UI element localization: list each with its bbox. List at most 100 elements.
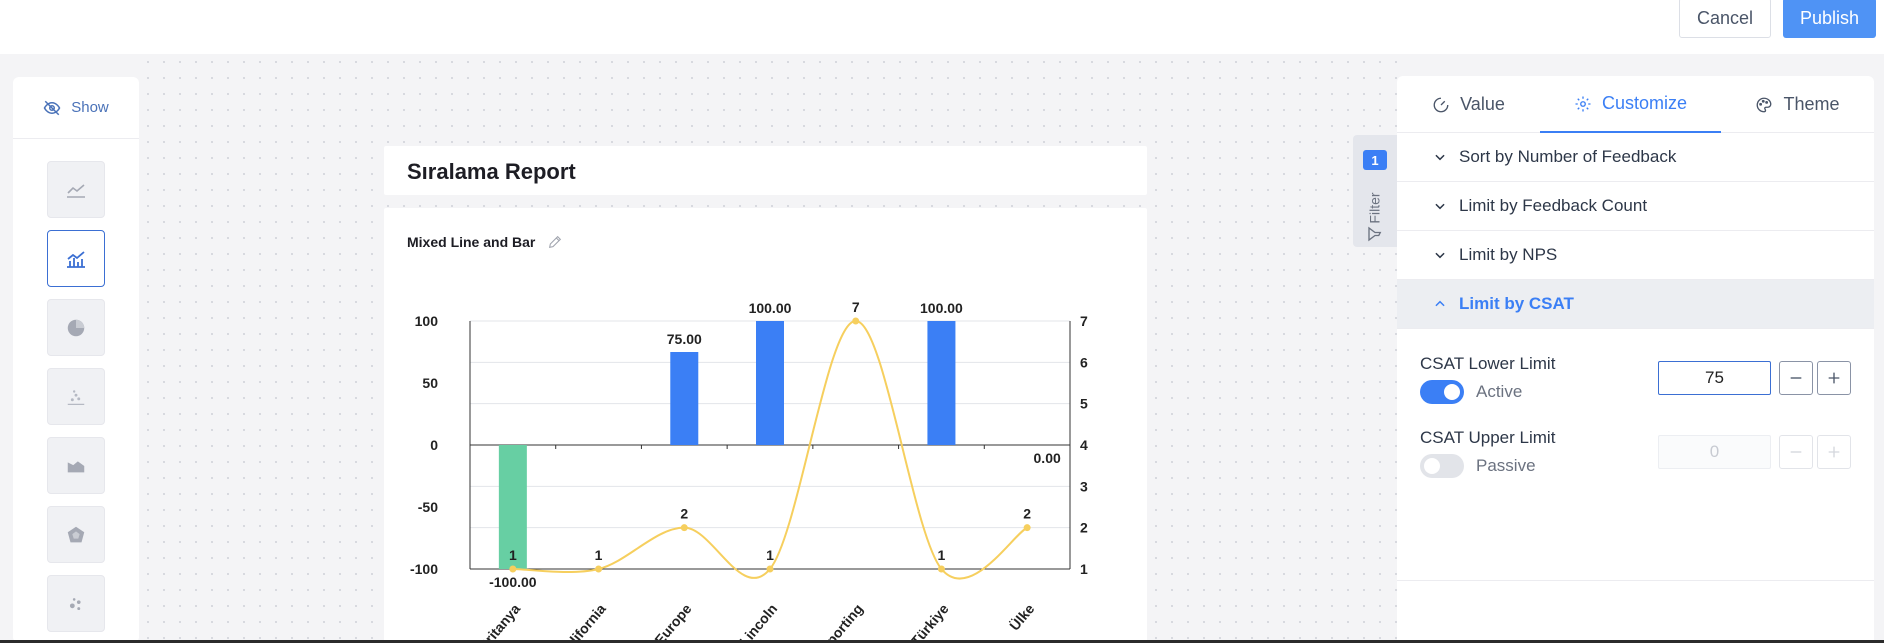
filter-tab[interactable]: 1 Filter bbox=[1353, 135, 1397, 247]
right-tick-label: 4 bbox=[1080, 437, 1088, 453]
x-category-label: California bbox=[555, 600, 609, 643]
bar-value-label: 0.00 bbox=[1034, 450, 1061, 466]
bubble-chart-icon bbox=[69, 597, 81, 610]
tab-value-label: Value bbox=[1460, 94, 1505, 114]
x-category-label: Reporting bbox=[811, 601, 866, 643]
csat-lower-toggle[interactable] bbox=[1420, 380, 1464, 404]
filter-icon bbox=[1368, 226, 1382, 242]
csat-upper-input[interactable]: 0 bbox=[1658, 435, 1771, 469]
x-category-label: Lincoln bbox=[736, 601, 780, 643]
csat-lower-label: CSAT Lower Limit bbox=[1420, 354, 1556, 373]
line-value-label: 2 bbox=[680, 506, 688, 522]
area-chart-type-button[interactable] bbox=[47, 437, 105, 494]
panel-divider bbox=[1397, 580, 1874, 581]
section-label: Sort by Number of Feedback bbox=[1459, 147, 1677, 166]
line-value-label: 1 bbox=[595, 547, 603, 563]
plus-icon bbox=[1828, 372, 1840, 384]
line-value-label: 1 bbox=[766, 547, 774, 563]
publish-button[interactable]: Publish bbox=[1783, 0, 1876, 38]
radar-chart-icon bbox=[67, 526, 85, 542]
section-limit-csat[interactable]: Limit by CSAT bbox=[1397, 280, 1874, 329]
line-value-label: 1 bbox=[509, 547, 517, 563]
right-tick-label: 2 bbox=[1080, 520, 1088, 536]
bar-value-label: -100.00 bbox=[489, 574, 537, 590]
eye-off-icon bbox=[43, 100, 61, 115]
line-point bbox=[852, 317, 860, 325]
line-value-label: 1 bbox=[938, 547, 946, 563]
scatter-chart-type-button[interactable] bbox=[47, 368, 105, 425]
gauge-icon bbox=[1433, 97, 1449, 112]
left-tick-label: 0 bbox=[430, 437, 438, 453]
x-category-label: Ülke bbox=[1006, 600, 1037, 633]
pie-chart-type-button[interactable] bbox=[47, 299, 105, 356]
chart-title-row: Mixed Line and Bar bbox=[407, 234, 563, 250]
line-value-label: 7 bbox=[852, 299, 860, 315]
section-label: Limit by NPS bbox=[1459, 245, 1558, 264]
mixed-line-bar-icon bbox=[67, 250, 85, 268]
chart-card: Mixed Line and Bar 100 50 0 -50 -100 7 6 5 4 3 2 1 -… bbox=[384, 208, 1147, 643]
x-category-label: Europe bbox=[651, 600, 694, 643]
toggle-knob bbox=[1424, 458, 1440, 474]
minus-icon bbox=[1790, 451, 1802, 453]
csat-upper-status: Passive bbox=[1476, 456, 1536, 475]
line-point bbox=[1023, 524, 1031, 532]
left-tick-label: -50 bbox=[418, 499, 438, 515]
chevron-up-icon bbox=[1435, 300, 1445, 307]
scatter-chart-icon bbox=[67, 389, 85, 405]
mixed-line-bar-type-button[interactable] bbox=[47, 230, 105, 287]
csat-lower-decrement-button[interactable] bbox=[1779, 361, 1813, 395]
csat-lower-increment-button[interactable] bbox=[1817, 361, 1851, 395]
report-title[interactable]: Sıralama Report bbox=[407, 159, 576, 184]
show-label: Show bbox=[71, 99, 109, 116]
section-limit-nps[interactable]: Limit by NPS bbox=[1397, 231, 1874, 280]
show-toggle[interactable]: Show bbox=[13, 77, 139, 139]
chevron-down-icon bbox=[1435, 203, 1445, 210]
gear-icon bbox=[1575, 96, 1591, 111]
bar bbox=[756, 321, 784, 445]
line-chart-type-button[interactable] bbox=[47, 161, 105, 218]
line-point bbox=[766, 565, 774, 573]
section-limit-feedback-count[interactable]: Limit by Feedback Count bbox=[1397, 182, 1874, 231]
radar-chart-type-button[interactable] bbox=[47, 506, 105, 563]
chevron-down-icon bbox=[1435, 154, 1445, 161]
tab-customize-label: Customize bbox=[1601, 93, 1688, 113]
chevron-down-icon bbox=[1435, 252, 1445, 259]
filter-label: Filter bbox=[1367, 192, 1383, 224]
csat-upper-toggle[interactable] bbox=[1420, 454, 1464, 478]
right-tick-label: 1 bbox=[1080, 561, 1088, 577]
csat-lower-input[interactable]: 75 bbox=[1658, 361, 1771, 395]
right-tick-label: 3 bbox=[1080, 478, 1088, 494]
left-tick-label: -100 bbox=[410, 561, 438, 577]
bottom-border bbox=[0, 640, 1884, 643]
section-label: Limit by CSAT bbox=[1459, 294, 1574, 313]
bar bbox=[498, 445, 527, 569]
tab-customize[interactable]: Customize bbox=[1540, 76, 1721, 133]
line-point bbox=[680, 524, 688, 532]
settings-panel: Value Customize Theme Sort by Number of … bbox=[1397, 76, 1874, 643]
pie-chart-icon bbox=[67, 319, 85, 336]
bar-value-label: 100.00 bbox=[920, 300, 963, 316]
cancel-button[interactable]: Cancel bbox=[1679, 0, 1771, 38]
pencil-icon[interactable] bbox=[547, 234, 563, 250]
line-chart-icon bbox=[67, 183, 85, 198]
tab-theme[interactable]: Theme bbox=[1721, 76, 1874, 133]
section-label: Limit by Feedback Count bbox=[1459, 196, 1648, 215]
right-tick-label: 5 bbox=[1080, 396, 1088, 412]
plus-icon bbox=[1828, 446, 1840, 458]
csat-upper-label: CSAT Upper Limit bbox=[1420, 428, 1556, 447]
tab-value[interactable]: Value bbox=[1397, 76, 1540, 133]
csat-lower-status: Active bbox=[1476, 382, 1523, 401]
x-category-label: Türkiye bbox=[907, 600, 951, 643]
left-tick-label: 100 bbox=[415, 313, 439, 329]
tab-theme-label: Theme bbox=[1783, 94, 1840, 114]
filter-count-badge: 1 bbox=[1363, 150, 1387, 170]
line-point bbox=[509, 565, 517, 573]
bubble-chart-type-button[interactable] bbox=[47, 575, 105, 632]
right-tick-label: 6 bbox=[1080, 354, 1088, 370]
section-sort-by-feedback[interactable]: Sort by Number of Feedback bbox=[1397, 133, 1874, 182]
csat-upper-increment-button[interactable] bbox=[1817, 435, 1851, 469]
csat-upper-decrement-button[interactable] bbox=[1779, 435, 1813, 469]
minus-icon bbox=[1790, 377, 1802, 379]
area-chart-icon bbox=[67, 460, 85, 472]
